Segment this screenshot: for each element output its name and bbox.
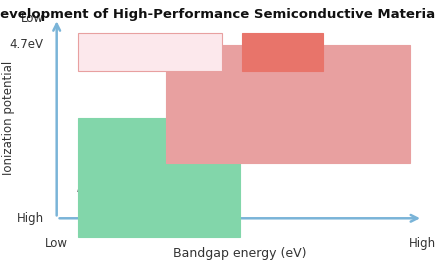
Text: Polymers having
annelated structure units: Polymers having annelated structure unit… xyxy=(84,41,217,63)
Text: HT series: HT series xyxy=(253,47,312,57)
Text: Development of High-Performance Semiconductive Materials: Development of High-Performance Semicond… xyxy=(0,8,436,21)
Text: 4.7eV: 4.7eV xyxy=(10,38,44,51)
Text: Low: Low xyxy=(20,12,44,25)
Text: High: High xyxy=(17,212,44,225)
Text: Low: Low xyxy=(45,237,68,250)
Text: Bandgap energy (eV): Bandgap energy (eV) xyxy=(173,247,307,260)
Text: New D-A type: New D-A type xyxy=(76,181,168,195)
Text: Ionization potential: Ionization potential xyxy=(2,61,15,175)
Text: Improved PT products: Improved PT products xyxy=(215,103,361,116)
Text: High: High xyxy=(409,237,436,250)
